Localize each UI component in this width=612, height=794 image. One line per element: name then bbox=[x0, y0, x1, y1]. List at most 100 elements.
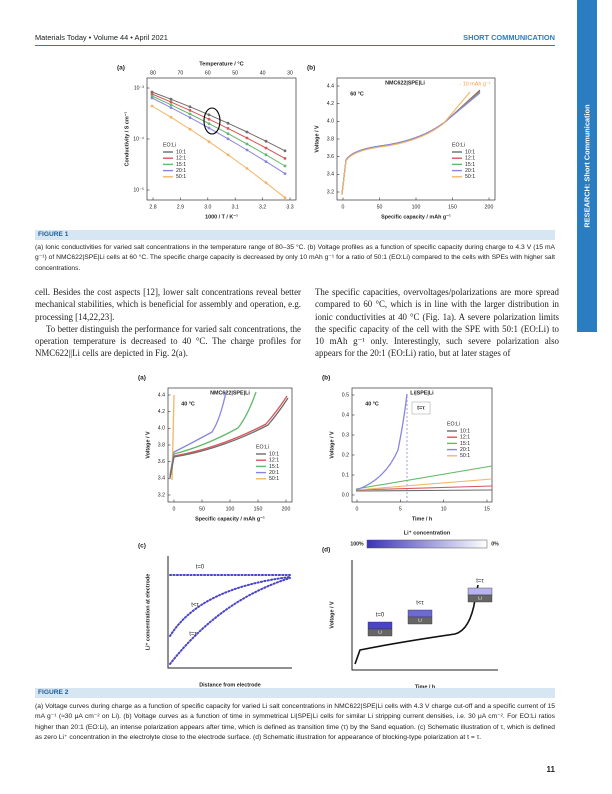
point-marker bbox=[169, 97, 173, 101]
point-marker bbox=[207, 117, 211, 121]
curve-label: t<τ bbox=[191, 603, 199, 609]
panel-title: NMC622|SPE|Li bbox=[210, 390, 250, 396]
legend-label: 12:1 bbox=[460, 435, 470, 441]
panel-tag: (a) bbox=[138, 375, 146, 382]
x-tick-label: 0 bbox=[342, 204, 345, 210]
point-marker bbox=[207, 126, 211, 130]
plot-frame bbox=[146, 77, 297, 201]
y-tick-label: 3.4 bbox=[158, 476, 165, 482]
curve-label: t<τ bbox=[416, 601, 424, 607]
legend-label: 12:1 bbox=[465, 156, 475, 162]
point-marker bbox=[226, 126, 230, 130]
curve bbox=[169, 395, 288, 478]
x-tick-label: 10 bbox=[441, 506, 447, 512]
point-marker bbox=[188, 105, 192, 109]
y-axis-label: Voltage / V bbox=[329, 431, 335, 459]
y-tick-label: 0.3 bbox=[342, 432, 349, 438]
x-tick-label: 100 bbox=[412, 204, 421, 210]
page-number: 11 bbox=[546, 765, 555, 774]
point-marker bbox=[207, 122, 211, 125]
curve bbox=[355, 465, 493, 490]
panel-tag: (a) bbox=[117, 65, 125, 72]
y-tick-label: 0.2 bbox=[342, 452, 349, 458]
temperature-label: 40 °C bbox=[365, 401, 379, 407]
top-tick-label: 30 bbox=[287, 70, 293, 76]
y-tick-label: 0.0 bbox=[342, 492, 349, 498]
curve bbox=[151, 93, 286, 159]
x-tick-label: 15 bbox=[484, 506, 490, 512]
y-tick-label: 3.8 bbox=[158, 442, 165, 448]
curve bbox=[351, 560, 498, 671]
point-marker bbox=[188, 109, 192, 112]
x-axis-label: Distance from electrode bbox=[199, 682, 260, 688]
point-marker bbox=[169, 106, 173, 109]
y-tick-label: 3.6 bbox=[327, 154, 334, 160]
legend-title: EO:Li bbox=[447, 421, 460, 427]
legend-title: EO:Li bbox=[452, 142, 465, 148]
point-marker bbox=[207, 113, 211, 117]
curve bbox=[341, 92, 481, 195]
legend-label: 12:1 bbox=[176, 156, 186, 162]
y-tick-label: 3.4 bbox=[327, 172, 334, 178]
bar-label: 100% bbox=[350, 541, 364, 547]
electrolyte-box bbox=[407, 609, 433, 618]
top-tick-label: 60 bbox=[205, 70, 211, 76]
panel-title: Li|SPE|Li bbox=[410, 390, 434, 396]
y-tick-label: 4.2 bbox=[158, 409, 165, 415]
curve bbox=[169, 391, 227, 476]
temperature-label: 40 °C bbox=[181, 401, 195, 407]
electrode-label: Li bbox=[418, 618, 422, 623]
x-tick-label: 200 bbox=[282, 506, 291, 512]
x-tick-label: 0 bbox=[356, 506, 359, 512]
panel-tag: (c) bbox=[138, 543, 146, 550]
figure-label: FIGURE 1 bbox=[35, 230, 555, 240]
point-marker bbox=[169, 100, 173, 104]
x-axis-label: Specific capacity / mAh g⁻¹ bbox=[195, 516, 265, 522]
figure-caption: (a) Voltage curves during charge as a fu… bbox=[35, 703, 555, 741]
y-tick-label: 3.8 bbox=[327, 136, 334, 142]
x-tick-label: 50 bbox=[377, 204, 383, 210]
legend-label: 15:1 bbox=[176, 162, 186, 168]
y-axis-label: Conductivity / S cm⁻¹ bbox=[124, 111, 130, 166]
legend-label: 20:1 bbox=[460, 447, 470, 453]
y-axis-label: Voltage / V bbox=[314, 125, 320, 153]
legend-label: 10:1 bbox=[176, 149, 186, 155]
x-tick-label: 3.0 bbox=[204, 204, 211, 210]
x-tick-label: 100 bbox=[226, 506, 235, 512]
electrode-box bbox=[407, 616, 433, 625]
panel-tag: (b) bbox=[307, 65, 315, 72]
point-marker bbox=[264, 139, 268, 143]
y-tick-label: 4.0 bbox=[158, 426, 165, 432]
top-tick-label: 40 bbox=[260, 70, 266, 76]
electrode-label: Li bbox=[478, 596, 482, 601]
y-tick-label: 3.2 bbox=[158, 492, 165, 498]
x-tick-label: 5 bbox=[399, 506, 402, 512]
panel-tag: (b) bbox=[322, 375, 330, 382]
point-marker bbox=[150, 94, 154, 98]
y-tick-label: 10⁻³ bbox=[134, 85, 145, 91]
legend-label: 50:1 bbox=[460, 453, 470, 459]
x-axis-label: Time / h bbox=[412, 516, 432, 522]
legend-label: 50:1 bbox=[176, 174, 186, 180]
x-axis-label: Specific capacity / mAh g⁻¹ bbox=[381, 214, 451, 220]
figure-label: FIGURE 2 bbox=[35, 688, 555, 698]
legend-title: EO:Li bbox=[163, 142, 176, 148]
curve bbox=[169, 391, 257, 477]
point-marker bbox=[245, 136, 249, 140]
legend-label: 10:1 bbox=[465, 149, 475, 155]
legend-label: 50:1 bbox=[269, 476, 279, 482]
panel-title: NMC622|SPE|Li bbox=[385, 80, 425, 86]
curve bbox=[355, 489, 493, 492]
point-marker bbox=[245, 148, 249, 152]
curve bbox=[355, 478, 493, 491]
x-tick-label: 2.9 bbox=[177, 204, 184, 210]
curve-label: t=0 bbox=[196, 565, 205, 571]
legend-label: 20:1 bbox=[269, 470, 279, 476]
legend-title: EO:Li bbox=[256, 444, 269, 450]
y-tick-label: 4.2 bbox=[327, 101, 334, 107]
legend-label: 10:1 bbox=[269, 451, 279, 457]
top-tick-label: 80 bbox=[150, 70, 156, 76]
top-tick-label: 70 bbox=[178, 70, 184, 76]
point-marker bbox=[226, 137, 230, 141]
